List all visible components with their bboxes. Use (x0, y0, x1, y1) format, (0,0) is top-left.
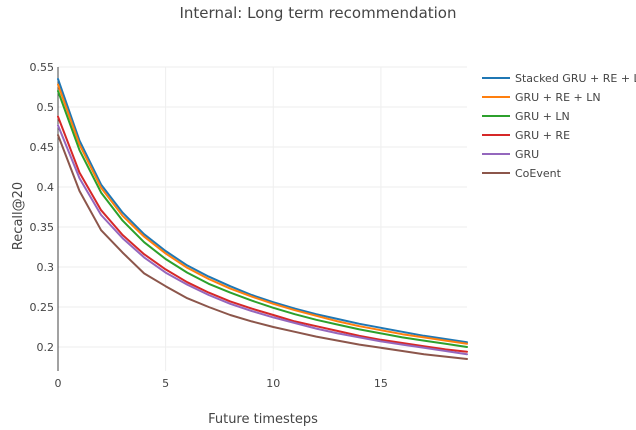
chart-title: Internal: Long term recommendation (180, 4, 457, 22)
y-tick-label: 0.4 (37, 181, 55, 194)
y-axis-title: Recall@20 (11, 182, 26, 250)
x-tick-label: 5 (162, 377, 169, 390)
series-line (57, 90, 468, 348)
legend-label: CoEvent (515, 167, 562, 180)
y-tick-label: 0.55 (30, 61, 55, 74)
legend-label: GRU (515, 148, 539, 161)
x-tick-label: 0 (55, 377, 62, 390)
legend-label: GRU + RE + LN (515, 91, 601, 104)
y-tick-label: 0.2 (37, 341, 55, 354)
legend-label: Stacked GRU + RE + LN (515, 72, 636, 85)
legend-label: GRU + LN (515, 110, 570, 123)
y-tick-label: 0.25 (30, 301, 55, 314)
y-tick-label: 0.5 (37, 101, 55, 114)
series-line (57, 83, 468, 345)
y-tick-label: 0.45 (30, 141, 55, 154)
y-tick-label: 0.3 (37, 261, 55, 274)
series-line (57, 115, 468, 353)
y-tick-label: 0.35 (30, 221, 55, 234)
axes: 0.2 0.25 0.3 0.35 0.4 0.45 0.5 0.55 0 5 10 15 (30, 61, 388, 390)
x-axis-title: Future timesteps (208, 412, 318, 427)
series-lines (57, 78, 468, 360)
legend: Stacked GRU + RE + LN GRU + RE + LN GRU + … (482, 72, 636, 180)
series-line (57, 78, 468, 344)
series-line (57, 124, 468, 356)
x-tick-label: 15 (374, 377, 388, 390)
grid-lines (58, 66, 467, 371)
legend-label: GRU + RE (515, 129, 570, 142)
x-tick-label: 10 (266, 377, 280, 390)
series-line (57, 134, 468, 360)
